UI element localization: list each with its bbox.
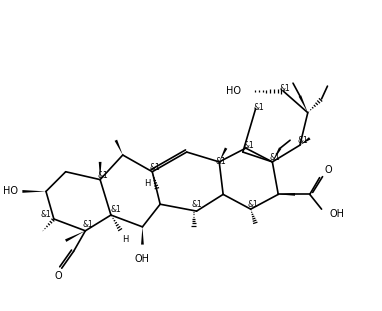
Text: &1: &1 xyxy=(216,157,227,166)
Text: H: H xyxy=(123,235,129,244)
Polygon shape xyxy=(278,193,295,196)
Text: HO: HO xyxy=(3,186,18,197)
Text: O: O xyxy=(325,165,332,175)
Text: &1: &1 xyxy=(191,200,202,209)
Polygon shape xyxy=(272,147,282,162)
Text: &1: &1 xyxy=(110,205,121,214)
Text: O: O xyxy=(55,271,63,281)
Text: &1: &1 xyxy=(150,163,160,172)
Polygon shape xyxy=(299,95,308,113)
Text: &1: &1 xyxy=(253,103,264,112)
Text: &1: &1 xyxy=(40,210,51,219)
Text: H: H xyxy=(144,179,150,188)
Polygon shape xyxy=(23,190,46,193)
Text: &1: &1 xyxy=(298,136,308,145)
Polygon shape xyxy=(99,162,102,180)
Text: HO: HO xyxy=(226,86,241,96)
Text: OH: OH xyxy=(329,209,345,219)
Text: &1: &1 xyxy=(243,141,254,150)
Text: &1: &1 xyxy=(83,220,94,230)
Polygon shape xyxy=(219,147,227,162)
Polygon shape xyxy=(65,231,85,242)
Polygon shape xyxy=(300,137,311,145)
Text: &1: &1 xyxy=(280,84,291,93)
Text: &1: &1 xyxy=(98,171,108,180)
Text: &1: &1 xyxy=(247,200,258,209)
Polygon shape xyxy=(141,227,144,244)
Polygon shape xyxy=(115,140,123,155)
Text: &1: &1 xyxy=(270,153,281,162)
Text: OH: OH xyxy=(135,254,150,264)
